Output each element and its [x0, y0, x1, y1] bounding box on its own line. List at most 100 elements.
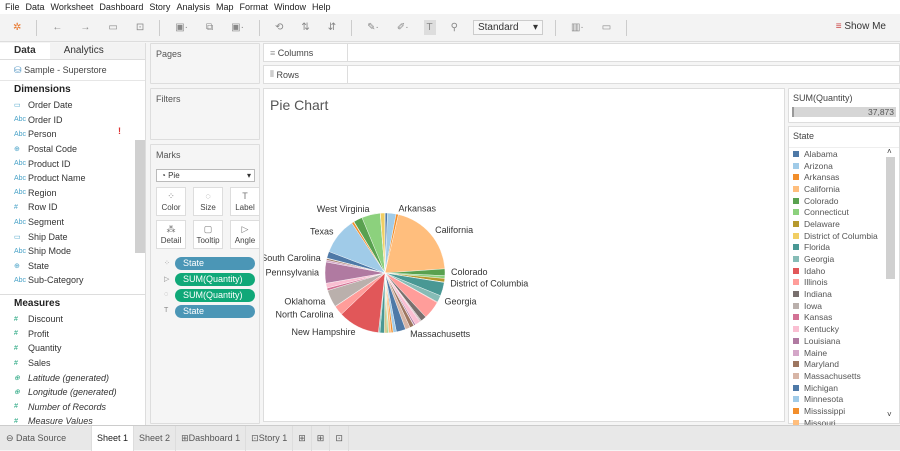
sort-asc-icon[interactable]: ⇅: [298, 20, 312, 35]
duplicate-icon[interactable]: ⧉: [203, 20, 216, 35]
legend-item[interactable]: Kansas: [789, 312, 899, 324]
legend-item[interactable]: Idaho: [789, 265, 899, 277]
menu-data[interactable]: Data: [26, 2, 45, 12]
menu-dashboard[interactable]: Dashboard: [99, 2, 143, 12]
legend-item[interactable]: Maryland: [789, 358, 899, 370]
legend-item[interactable]: Michigan: [789, 382, 899, 394]
legend-item[interactable]: Georgia: [789, 253, 899, 265]
measure-field[interactable]: #Discount: [0, 312, 145, 327]
show-me-button[interactable]: ≡ Show Me: [836, 21, 886, 32]
tooltip-button[interactable]: ▢Tooltip: [193, 220, 223, 249]
measure-field[interactable]: #Sales: [0, 356, 145, 371]
redo-icon[interactable]: →: [77, 20, 93, 35]
size-button[interactable]: ◌Size: [193, 187, 223, 216]
scroll-down-icon[interactable]: ˅: [887, 410, 892, 419]
legend-item[interactable]: Arkansas: [789, 171, 899, 183]
detail-button[interactable]: ⁂Detail: [156, 220, 186, 249]
pin-icon[interactable]: ⚲: [448, 20, 461, 35]
columns-shelf[interactable]: ≡ Columns: [263, 43, 900, 62]
new-worksheet-icon[interactable]: ⊞: [293, 426, 312, 451]
legend-item[interactable]: Illinois: [789, 277, 899, 289]
tab-story-1[interactable]: ⊡Story 1: [246, 426, 293, 451]
data-source-tab[interactable]: ⊖ Data Source: [0, 426, 92, 451]
tableau-logo-icon[interactable]: ✲: [10, 20, 24, 35]
legend-scrollbar[interactable]: [886, 157, 895, 279]
color-button[interactable]: ⁘Color: [156, 187, 186, 216]
dimension-field[interactable]: #Row ID: [0, 200, 145, 215]
pill-sum-quantity-[interactable]: SUM(Quantity): [175, 273, 255, 286]
legend-item[interactable]: District of Columbia: [789, 230, 899, 242]
legend-item[interactable]: Florida: [789, 242, 899, 254]
show-cards-icon[interactable]: ▥·: [568, 20, 587, 35]
tab-sheet-2[interactable]: Sheet 2: [134, 426, 176, 451]
group-icon[interactable]: ✐·: [394, 20, 412, 35]
legend-item[interactable]: Louisiana: [789, 335, 899, 347]
dimension-field[interactable]: ▭Ship Date: [0, 229, 145, 244]
rows-shelf[interactable]: ⦀ Rows: [263, 65, 900, 84]
show-labels-icon[interactable]: T: [424, 20, 436, 35]
clear-sheet-icon[interactable]: ▣·: [228, 20, 247, 35]
pill-state[interactable]: State: [175, 305, 255, 318]
new-dashboard-icon[interactable]: ⊞: [312, 426, 331, 451]
legend-item[interactable]: Maine: [789, 347, 899, 359]
menu-story[interactable]: Story: [149, 2, 170, 12]
measure-field[interactable]: ⊕Latitude (generated): [0, 370, 145, 385]
legend-item[interactable]: California: [789, 183, 899, 195]
menu-map[interactable]: Map: [216, 2, 234, 12]
datasource-item[interactable]: ⛁ Sample - Superstore: [0, 60, 145, 81]
new-datasource-icon[interactable]: ⊡: [133, 20, 147, 35]
swap-icon[interactable]: ⟲: [272, 20, 286, 35]
pill-state[interactable]: State: [175, 257, 255, 270]
legend-item[interactable]: Mississippi: [789, 405, 899, 417]
tab-analytics[interactable]: Analytics: [50, 43, 145, 59]
measure-field[interactable]: #Quantity: [0, 341, 145, 356]
dimension-field[interactable]: ▭Order Date: [0, 98, 145, 113]
tab-sheet-1[interactable]: Sheet 1: [92, 426, 134, 451]
legend-item[interactable]: Arizona: [789, 160, 899, 172]
menu-file[interactable]: File: [5, 2, 20, 12]
menu-analysis[interactable]: Analysis: [176, 2, 210, 12]
legend-item[interactable]: Colorado: [789, 195, 899, 207]
tab-dashboard-1[interactable]: ⊞Dashboard 1: [176, 426, 246, 451]
new-story-icon[interactable]: ⊡: [330, 426, 349, 451]
tab-data[interactable]: Data: [0, 43, 50, 59]
dimension-field[interactable]: ⊕Postal Code: [0, 142, 145, 157]
scroll-up-icon[interactable]: ˄: [887, 147, 892, 156]
legend-item[interactable]: Indiana: [789, 288, 899, 300]
presentation-icon[interactable]: ▭: [599, 20, 614, 35]
new-worksheet-icon[interactable]: ▣·: [172, 20, 191, 35]
dimensions-scrollbar[interactable]: [135, 140, 145, 253]
angle-button[interactable]: ▷Angle: [230, 220, 260, 249]
measure-field[interactable]: #Number of Records: [0, 400, 145, 415]
mark-type-dropdown[interactable]: ◔ Pie▾: [156, 169, 255, 182]
measure-field[interactable]: ⊕Longitude (generated): [0, 385, 145, 400]
menu-worksheet[interactable]: Worksheet: [51, 2, 94, 12]
pill-sum-quantity-[interactable]: SUM(Quantity): [175, 289, 255, 302]
legend-item[interactable]: Massachusetts: [789, 370, 899, 382]
save-icon[interactable]: ▭: [105, 20, 120, 35]
menu-format[interactable]: Format: [239, 2, 268, 12]
measure-field[interactable]: #Profit: [0, 327, 145, 342]
sort-desc-icon[interactable]: ⇵: [325, 20, 339, 35]
undo-icon[interactable]: ←: [49, 20, 65, 35]
dimension-field[interactable]: ⊕State: [0, 259, 145, 274]
legend-item[interactable]: Alabama: [789, 148, 899, 160]
menu-window[interactable]: Window: [274, 2, 306, 12]
fit-dropdown[interactable]: Standard▾: [473, 20, 543, 35]
legend-item[interactable]: Connecticut: [789, 206, 899, 218]
legend-item[interactable]: Minnesota: [789, 393, 899, 405]
legend-item[interactable]: Iowa: [789, 300, 899, 312]
highlight-icon[interactable]: ✎·: [364, 20, 382, 35]
legend-item[interactable]: Delaware: [789, 218, 899, 230]
legend-item[interactable]: Kentucky: [789, 323, 899, 335]
menu-help[interactable]: Help: [312, 2, 331, 12]
